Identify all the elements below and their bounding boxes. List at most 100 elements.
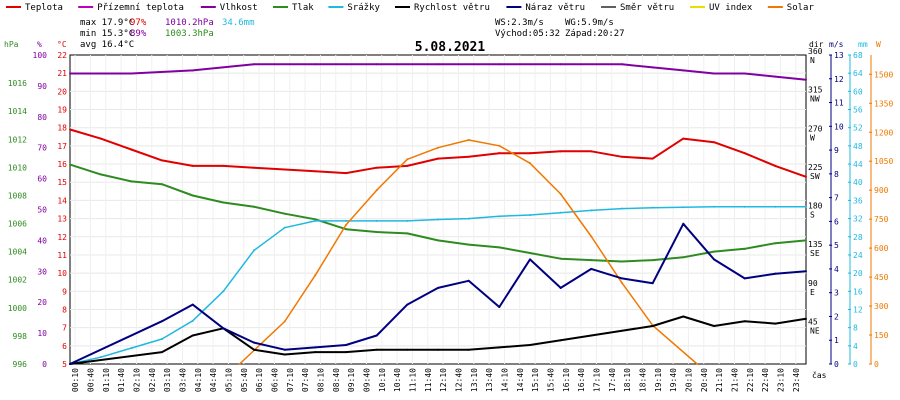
- data-point-teplota: [559, 150, 562, 153]
- data-point-srazky: [498, 215, 501, 218]
- data-point-vlhkost: [651, 66, 654, 69]
- data-point-teplota: [130, 148, 133, 151]
- tick-label-wind-direction-name: SE: [810, 249, 820, 258]
- tick-label-wind-direction-name: W: [810, 133, 815, 142]
- tick-label-time: 08:10: [316, 368, 325, 392]
- tick-label-wind-direction: 270: [808, 124, 823, 133]
- data-point-srazky: [375, 219, 378, 222]
- tick-label-temperature: 8: [62, 305, 67, 314]
- data-point-rychlost-vetru: [498, 346, 501, 349]
- data-point-tlak: [283, 212, 286, 215]
- tick-label-time: 09:40: [362, 368, 371, 392]
- tick-label-solar: 900: [874, 186, 889, 195]
- data-point-tlak: [651, 259, 654, 262]
- legend-label: Rychlost větru: [414, 3, 490, 13]
- data-point-tlak: [191, 194, 194, 197]
- stat-avg-temp: avg 16.4°C: [80, 40, 134, 50]
- data-point-naraz-vetru: [805, 270, 807, 273]
- data-point-tlak: [99, 173, 102, 176]
- legend-label: Náraz větru: [525, 3, 585, 13]
- unit-pct: %: [37, 40, 42, 49]
- tick-label-solar: 1050: [874, 157, 893, 166]
- data-point-vlhkost: [130, 72, 133, 75]
- data-point-naraz-vetru: [713, 258, 715, 261]
- tick-label-time: 20:40: [700, 368, 709, 392]
- tick-label-wind-direction-name: NE: [810, 326, 820, 335]
- data-point-rychlost-vetru: [621, 329, 623, 332]
- tick-label-temperature: 13: [57, 215, 67, 224]
- data-point-rychlost-vetru: [590, 334, 593, 337]
- tick-label-solar: 600: [874, 244, 889, 253]
- data-point-srazky: [130, 347, 133, 350]
- tick-label-temperature: 10: [57, 269, 67, 278]
- data-point-naraz-vetru: [590, 267, 593, 270]
- data-point-rychlost-vetru: [345, 351, 347, 354]
- tick-label-rain: 24: [853, 251, 863, 260]
- tick-label-wind-speed: 13: [834, 51, 844, 60]
- tick-label-rain: 0: [853, 360, 858, 369]
- tick-label-temperature: 20: [57, 87, 67, 96]
- data-point-rychlost-vetru: [743, 320, 746, 323]
- tick-label-time: 02:10: [132, 368, 141, 392]
- data-point-vlhkost: [621, 63, 623, 66]
- tick-label-time: 00:40: [86, 368, 95, 392]
- data-point-solar: [498, 144, 501, 147]
- tick-label-rain: 20: [853, 269, 863, 278]
- tick-label-time: 13:10: [470, 368, 479, 392]
- data-point-srazky: [99, 356, 102, 359]
- data-point-srazky: [283, 226, 286, 229]
- tick-label-time: 09:10: [347, 368, 356, 392]
- tick-label-time: 19:40: [669, 368, 678, 392]
- data-point-vlhkost: [743, 72, 746, 75]
- data-point-teplota: [345, 172, 347, 175]
- tick-label-time: 14:40: [516, 368, 525, 392]
- data-point-naraz-vetru: [69, 363, 71, 365]
- data-point-teplota: [69, 128, 71, 131]
- tick-label-time: 12:40: [454, 368, 463, 392]
- data-point-solar: [345, 223, 347, 226]
- data-point-teplota: [590, 150, 593, 153]
- data-point-vlhkost: [559, 63, 562, 66]
- tick-label-time: 10:40: [393, 368, 402, 392]
- tick-label-pressure: 1004: [8, 248, 27, 257]
- data-point-teplota: [314, 170, 317, 173]
- data-point-tlak: [621, 260, 623, 263]
- data-point-rychlost-vetru: [467, 348, 470, 351]
- data-point-rychlost-vetru: [713, 324, 715, 327]
- tick-label-pressure: 1000: [8, 304, 27, 313]
- data-point-tlak: [375, 230, 378, 233]
- data-point-naraz-vetru: [222, 327, 225, 330]
- tick-label-time: 06:40: [270, 368, 279, 392]
- data-point-teplota: [161, 159, 163, 162]
- data-point-tlak: [161, 183, 163, 186]
- data-point-solar: [375, 189, 378, 192]
- tick-label-wind-speed: 9: [834, 146, 839, 155]
- data-point-vlhkost: [69, 72, 71, 75]
- tick-label-time: 18:40: [638, 368, 647, 392]
- tick-label-wind-direction-name: SW: [810, 172, 820, 181]
- tick-label-wind-speed: 0: [834, 360, 839, 369]
- data-point-solar: [238, 363, 241, 365]
- plot-frame: [69, 54, 807, 365]
- tick-label-time: 08:40: [332, 368, 341, 392]
- data-point-vlhkost: [314, 63, 317, 66]
- tick-label-pressure: 1016: [8, 79, 27, 88]
- tick-label-time: 05:40: [240, 368, 249, 392]
- tick-label-rain: 60: [853, 87, 863, 96]
- tick-label-temperature: 18: [57, 124, 67, 133]
- tick-label-rain: 56: [853, 106, 863, 115]
- data-point-srazky: [406, 219, 409, 222]
- data-point-rychlost-vetru: [774, 322, 777, 325]
- tick-label-solar: 150: [874, 331, 889, 340]
- tick-label-time: 04:10: [194, 368, 203, 392]
- tick-label-temperature: 19: [57, 106, 67, 115]
- data-point-srazky: [191, 319, 194, 322]
- stat-max-humidity: 97%: [130, 18, 147, 28]
- data-point-tlak: [437, 239, 439, 242]
- tick-label-wind-speed: 5: [834, 241, 839, 250]
- tick-label-wind-direction: 135: [808, 240, 823, 249]
- tick-label-pressure: 1008: [8, 191, 27, 200]
- tick-label-pressure: 1006: [8, 220, 27, 229]
- tick-label-rain: 40: [853, 178, 863, 187]
